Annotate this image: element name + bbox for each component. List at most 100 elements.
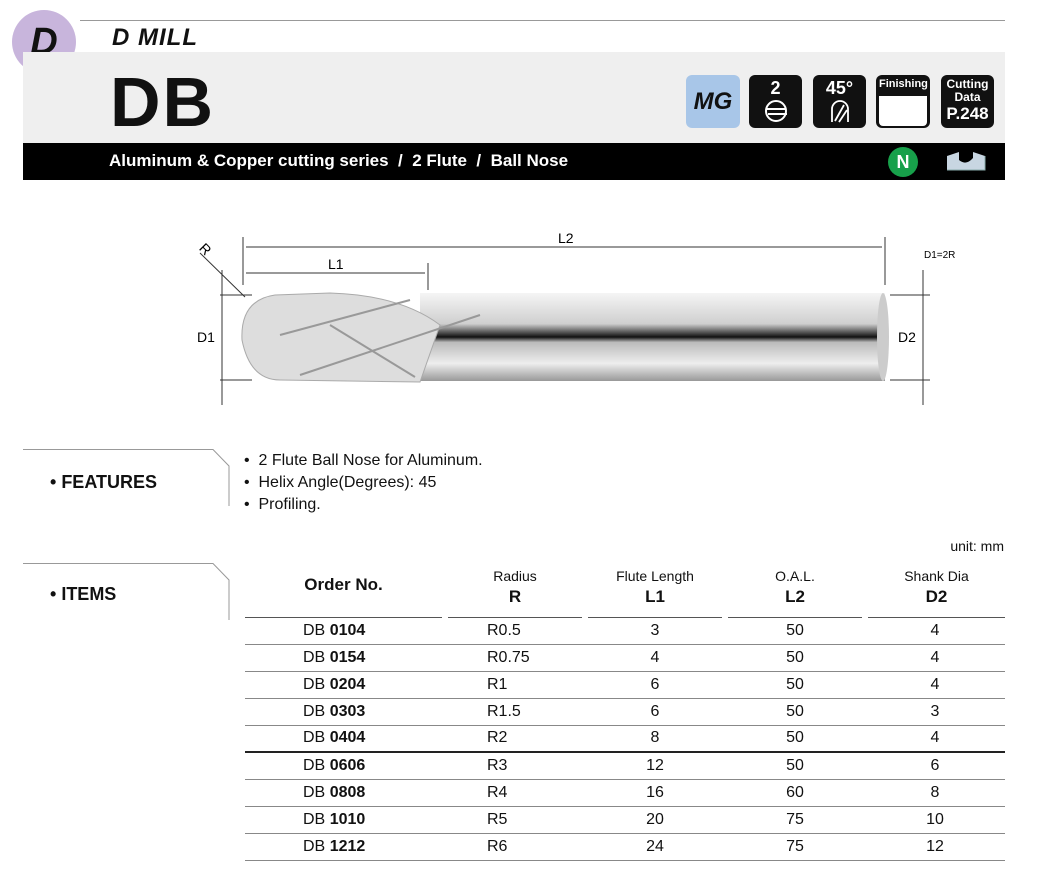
column-symbol: D2 <box>925 586 948 606</box>
table-row: DB 0154 R0.75 4 50 4 <box>245 644 1005 672</box>
d2-label: D2 <box>898 329 916 345</box>
d1-label: D1 <box>197 329 215 345</box>
r-label: R <box>196 240 214 258</box>
order-number: 0808 <box>329 783 366 801</box>
divider <box>80 20 1005 21</box>
radius: R6 <box>445 833 585 861</box>
radius: R0.5 <box>445 617 585 645</box>
flute-count-badge: 2 <box>749 75 802 128</box>
items-tab-frame <box>23 563 230 620</box>
column-header: Radius R <box>445 555 588 618</box>
shank-dia: 4 <box>865 617 1005 645</box>
feature-item: • Profiling. <box>244 496 321 513</box>
table-row: DB 0808 R4 16 60 8 <box>245 779 1005 807</box>
order-prefix: DB <box>303 837 326 855</box>
order-no: DB 0204 <box>245 671 445 699</box>
table-row: DB 0404 R2 8 50 4 <box>245 725 1005 753</box>
shank-dia: 8 <box>865 779 1005 807</box>
order-prefix: DB <box>303 702 326 720</box>
shank-dia: 12 <box>865 833 1005 861</box>
tool-drawing: L2 L1 R D1 D2 D1=2R <box>196 230 955 405</box>
flute-length: 4 <box>585 644 725 672</box>
material-badge: MG <box>686 75 740 128</box>
order-no: DB 1212 <box>245 833 445 861</box>
radius: R4 <box>445 779 585 807</box>
column-subtitle: O.A.L. <box>775 567 815 584</box>
flute-section-icon <box>764 100 787 122</box>
order-prefix: DB <box>303 783 326 801</box>
order-no: DB 0303 <box>245 698 445 726</box>
flute-length: 8 <box>585 725 725 753</box>
column-symbol: L1 <box>645 586 665 606</box>
order-number: 1212 <box>329 837 366 855</box>
helix-angle-badge: 45° <box>813 75 866 128</box>
flute-length: 24 <box>585 833 725 861</box>
order-number: 0404 <box>329 729 366 747</box>
shank-dia: 4 <box>865 671 1005 699</box>
order-prefix: DB <box>303 621 326 639</box>
finishing-indicator <box>879 96 927 126</box>
radius: R0.75 <box>445 644 585 672</box>
features-tab-frame <box>23 449 230 506</box>
column-title: Order No. <box>304 574 383 594</box>
column-symbol: R <box>508 586 522 606</box>
table-row: DB 0606 R3 12 50 6 <box>245 752 1005 780</box>
column-header: Flute Length L1 <box>585 555 728 618</box>
features-label: FEATURES <box>61 472 157 492</box>
shank-dia: 6 <box>865 752 1005 780</box>
shank-dia: 4 <box>865 725 1005 753</box>
n-badge: N <box>888 147 918 177</box>
table-row: DB 0303 R1.5 6 50 3 <box>245 698 1005 726</box>
flute-count: 2 <box>770 78 781 98</box>
feature-item: • 2 Flute Ball Nose for Aluminum. <box>244 452 483 469</box>
overall-length: 50 <box>725 725 865 753</box>
table-row: DB 0204 R1 6 50 4 <box>245 671 1005 699</box>
d1-2r-note: D1=2R <box>924 250 955 261</box>
shank-dia: 3 <box>865 698 1005 726</box>
finishing-label: Finishing <box>879 78 928 90</box>
shank-dia: 4 <box>865 644 1005 672</box>
flute-length: 20 <box>585 806 725 834</box>
feature-item: • Helix Angle(Degrees): 45 <box>244 474 437 491</box>
table-row: DB 0104 R0.5 3 50 4 <box>245 617 1005 645</box>
cutting-data-badge[interactable]: Cutting Data P.248 <box>941 75 994 128</box>
features-heading: • FEATURES <box>50 472 157 492</box>
flute-length: 6 <box>585 698 725 726</box>
order-prefix: DB <box>303 810 326 828</box>
features-list: • 2 Flute Ball Nose for Aluminum. • Heli… <box>244 450 483 516</box>
table-header: Order No. Radius R Flute Length L1 O.A.L. L2 Sh… <box>245 555 1005 618</box>
radius: R3 <box>445 752 585 780</box>
column-subtitle: Shank Dia <box>904 567 969 584</box>
column-subtitle: Radius <box>493 567 537 584</box>
overall-length: 60 <box>725 779 865 807</box>
table-row: DB 1212 R6 24 75 12 <box>245 833 1005 861</box>
order-no: DB 0154 <box>245 644 445 672</box>
order-prefix: DB <box>303 729 326 747</box>
overall-length: 75 <box>725 833 865 861</box>
overall-length: 75 <box>725 806 865 834</box>
helix-icon <box>830 100 849 123</box>
order-number: 0303 <box>329 702 366 720</box>
items-table: Order No. Radius R Flute Length L1 O.A.L. L2 Sh… <box>245 555 1005 861</box>
slot-workpiece-icon <box>947 152 986 171</box>
overall-length: 50 <box>725 698 865 726</box>
feature-text: 2 Flute Ball Nose for Aluminum. <box>258 452 483 469</box>
overall-length: 50 <box>725 617 865 645</box>
order-number: 0204 <box>329 675 366 693</box>
section-title: D MILL <box>112 24 198 51</box>
order-prefix: DB <box>303 648 326 666</box>
flute-length: 6 <box>585 671 725 699</box>
flute-length: 3 <box>585 617 725 645</box>
product-code: DB <box>110 63 216 141</box>
finishing-badge: Finishing <box>876 75 930 128</box>
overall-length: 50 <box>725 671 865 699</box>
column-symbol: L2 <box>785 586 805 606</box>
order-no: DB 1010 <box>245 806 445 834</box>
column-header: O.A.L. L2 <box>725 555 868 618</box>
order-no: DB 0104 <box>245 617 445 645</box>
radius: R5 <box>445 806 585 834</box>
subtitle-bar: Aluminum & Copper cutting series / 2 Flu… <box>23 143 1005 180</box>
order-no: DB 0404 <box>245 725 445 753</box>
unit-label: unit: mm <box>950 538 1004 554</box>
radius: R1 <box>445 671 585 699</box>
